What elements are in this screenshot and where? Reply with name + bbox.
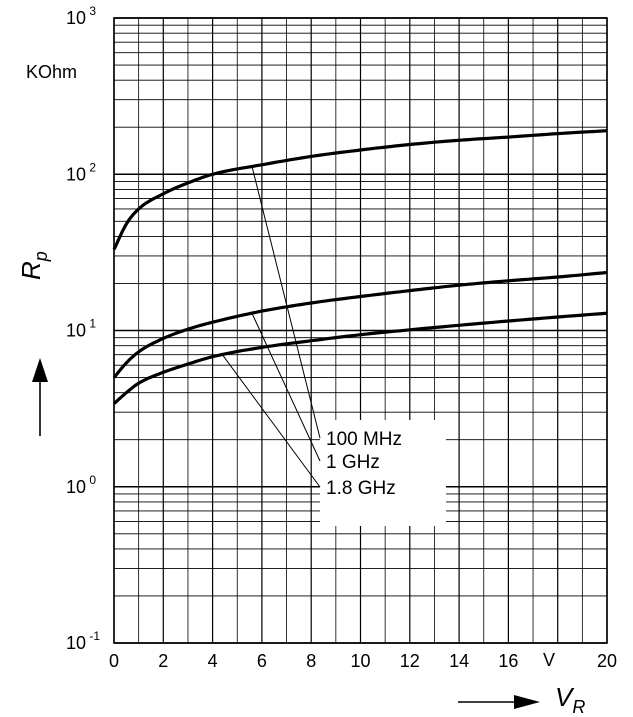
y-tick-exponent: 3 [86,4,96,18]
x-tick-label: 20 [597,651,617,671]
legend: 100 MHz 1 GHz 1.8 GHz [326,429,402,499]
x-axis-title-main: V [555,682,575,712]
x-axis-title: VR [555,682,585,717]
y-tick-base: 10 [66,477,86,497]
x-axis-title-sub: R [572,697,585,717]
x-tick-label: 10 [350,651,370,671]
curve-1-8-ghz [112,311,608,405]
x-tick-label: 12 [400,651,420,671]
y-axis-arrow [32,358,48,436]
plot-frame [113,17,608,644]
leader-line [251,313,321,462]
y-tick-base: 10 [66,164,86,184]
y-tick-label: 10 3 [66,4,96,28]
x-axis-arrow [458,695,540,709]
y-tick-exponent: 2 [86,160,96,174]
legend-1ghz: 1 GHz [326,452,380,473]
leader-line [251,166,321,439]
legend-background [320,420,446,526]
leader-lines [222,166,321,488]
y-tick-label: 10 2 [66,160,96,184]
x-tick-label: 16 [498,651,518,671]
y-axis-title-main: R [16,261,46,280]
x-tick-label: 2 [158,651,168,671]
legend-box [320,420,446,526]
legend-1-8ghz: 1.8 GHz [326,478,396,499]
y-tick-label: 10 -1 [66,629,100,653]
y-axis-title-sub: p [31,251,51,262]
y-tick-base: 10 [66,321,86,341]
y-tick-label: 10 0 [66,473,96,497]
x-tick-label: 4 [208,651,218,671]
x-tick-label: 0 [109,651,119,671]
x-tick-label: 8 [306,651,316,671]
y-tick-base: 10 [66,8,86,28]
curve-1-ghz [112,270,608,379]
y-tick-exponent: 0 [86,473,96,487]
y-tick-label: 10 1 [66,317,96,341]
y-axis-title: Rp [16,251,51,280]
y-tick-exponent: 1 [86,317,96,331]
x-tick-label: 14 [449,651,469,671]
x-unit-label: V [543,650,555,670]
y-tick-exponent: -1 [86,629,100,643]
svg-text:Rp: Rp [16,251,51,280]
y-tick-base: 10 [66,633,86,653]
leader-line [222,354,321,488]
x-tick-label: 6 [257,651,267,671]
legend-100mhz: 100 MHz [326,429,402,450]
curves [112,129,608,405]
svg-text:VR: VR [555,682,585,717]
y-unit-label: KOhm [26,62,77,82]
curve-100-mhz [112,129,608,251]
